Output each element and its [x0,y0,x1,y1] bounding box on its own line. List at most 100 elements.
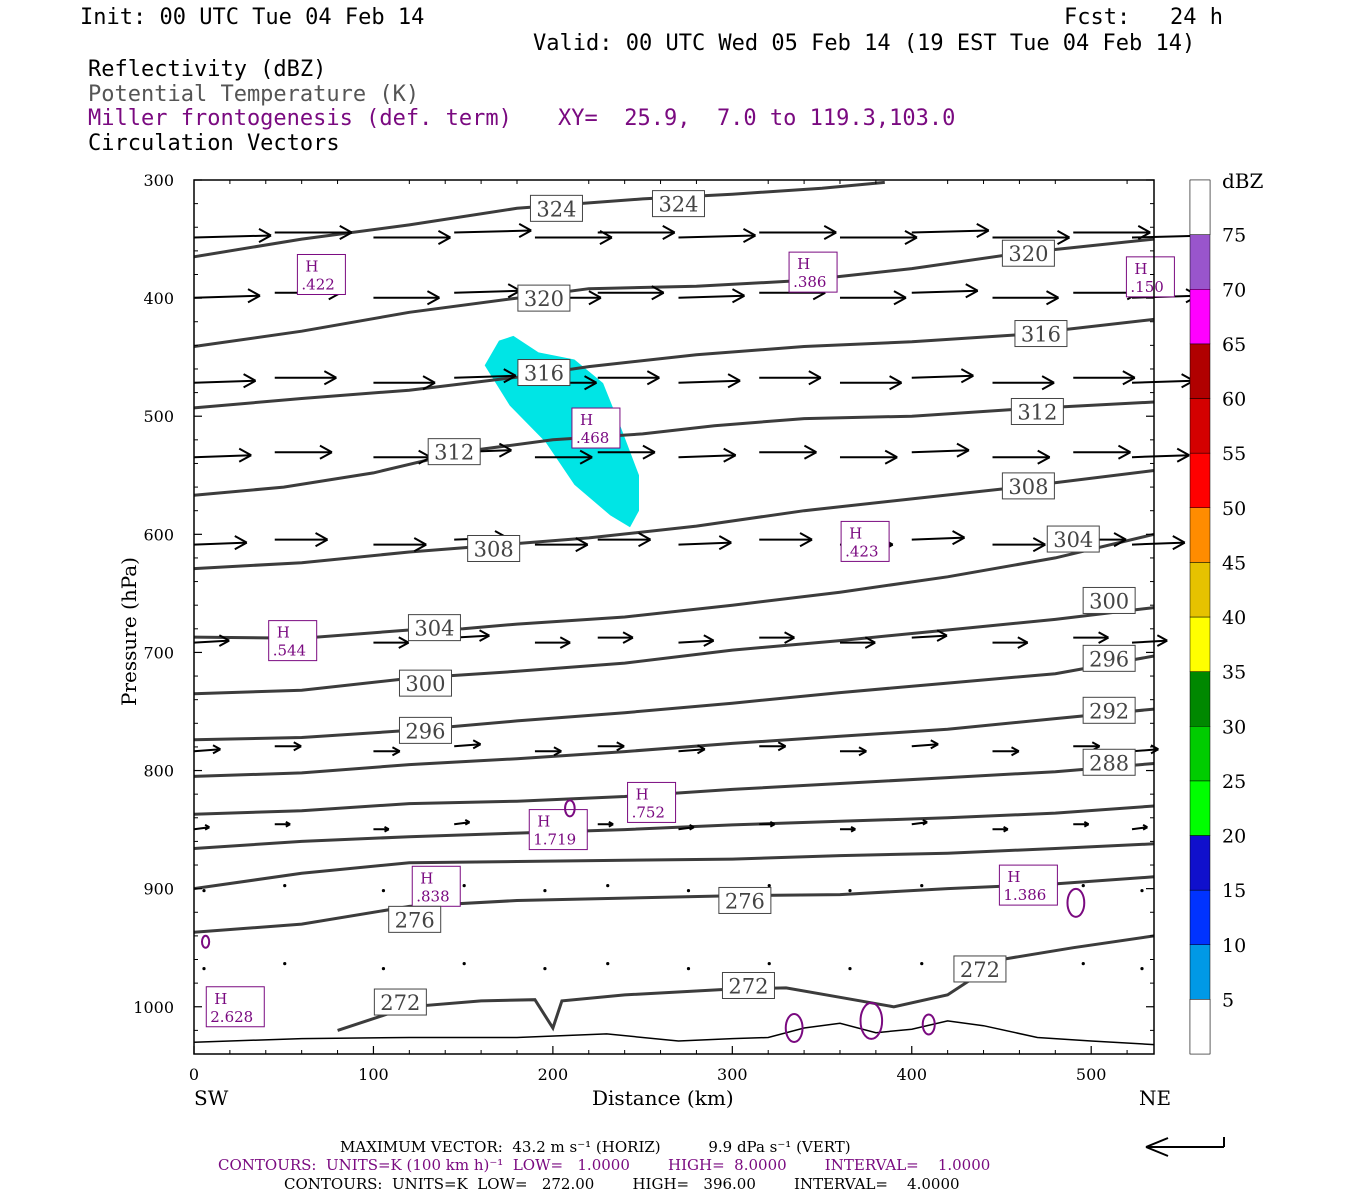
circulation-vector [678,634,715,647]
colorbar-level-label: 30 [1222,716,1246,738]
y-axis-title: Pressure (hPa) [117,557,141,706]
colorbar-level-label: 40 [1222,607,1246,629]
circulation-vector [597,285,665,301]
svg-text:320: 320 [1008,242,1048,266]
circulation-vector [686,889,691,893]
svg-text:H: H [849,524,862,542]
svg-text:H: H [305,257,318,275]
colorbar-swatch [1189,343,1211,399]
field-theta-label: Potential Temperature (K) [88,82,420,107]
frontogenesis-maximum: H.752 [627,781,677,823]
circulation-vector [606,962,610,966]
circulation-vector [759,444,817,460]
circulation-vector [848,967,852,971]
colorbar-swatch [1189,452,1211,508]
cross-section-endpoints-label: XY= 25.9, 7.0 to 119.3,103.0 [558,106,956,131]
circulation-vector [373,290,440,306]
circulation-vector [911,629,948,642]
circulation-vector [1140,967,1144,971]
circulation-vector [274,370,337,386]
circulation-vector [678,535,732,551]
svg-text:.422: .422 [301,275,334,293]
colorbar-swatch [1189,726,1211,782]
frontogenesis-maximum: H.544 [268,620,318,662]
colorbar-level-label: 20 [1222,826,1246,848]
frontogenesis-maximum: H.423 [840,520,890,562]
theta-contour-label: 324 [529,194,583,222]
x-axis-title: Distance (km) [592,1086,734,1110]
circulation-vector [193,447,252,463]
frontogenesis-layer: H.422H.386H.150H.468H.423H.544H.752H1.71… [200,251,1175,1044]
circulation-vector [454,223,532,238]
frontogenesis-contour [784,1013,804,1044]
theta-contour-label: 304 [1046,525,1100,553]
svg-text:H: H [537,813,550,831]
colorbar-level-label: 75 [1222,225,1246,247]
circulation-vector [597,225,676,240]
colorbar-swatch [1189,289,1211,345]
circulation-vector [597,370,660,386]
circulation-vector [839,290,907,306]
circulation-vector [1081,962,1085,966]
circulation-vector [839,449,898,465]
circulation-vector [839,230,918,245]
frontogenesis-contour [1066,887,1086,918]
theta-contour-304 [193,532,1155,640]
svg-text:296: 296 [1089,647,1129,671]
y-tick-label: 800 [143,762,174,781]
colorbar: 5 10 15 20 25 30 35 40 45 50 55 60 65 70 75 [1189,179,1246,1055]
circulation-vector [992,636,1029,649]
terrain-layer [193,1020,1155,1046]
svg-text:304: 304 [1053,528,1093,552]
circulation-vector [597,820,614,828]
circulation-vector [759,225,837,240]
theta-contour-label: 320 [1001,239,1055,267]
circulation-vector [454,739,482,750]
forecast-hour-label: Fcst: 24 h [1064,5,1223,30]
circulation-vector [992,825,1009,833]
svg-text:.386: .386 [793,273,826,291]
colorbar-level-label: 25 [1222,771,1246,793]
circulation-vector [678,447,737,463]
svg-text:288: 288 [1089,751,1129,775]
y-tick-label: 1000 [133,998,174,1017]
circulation-vector [1073,444,1131,460]
frontogenesis-contour-caption: CONTOURS: UNITS=K (100 km h)⁻¹ LOW= 1.00… [218,1156,991,1174]
svg-text:H: H [1007,868,1020,886]
circulation-vector [678,744,706,755]
theta-contour-280 [193,842,1155,891]
svg-text:304: 304 [414,617,454,641]
circulation-vector [1131,373,1195,389]
svg-text:272: 272 [380,991,420,1015]
circulation-vector [534,537,589,553]
circulation-vector [1073,820,1090,828]
circulation-vector [381,889,386,893]
y-tick-label: 700 [143,643,174,662]
svg-text:H: H [636,785,649,803]
circulation-vector [920,962,924,966]
svg-text:H: H [420,869,433,887]
circulation-vector [678,228,756,243]
field-vectors-label: Circulation Vectors [88,131,340,156]
right-endpoint-label: NE [1139,1086,1171,1110]
circulation-vector [992,449,1051,465]
field-frontogenesis-label: Miller frontogenesis (def. term) [88,106,512,131]
circulation-vector [373,230,451,245]
circulation-vector [274,820,291,828]
theta-contour-label: 312 [427,438,481,466]
theta-contour-label: 272 [721,971,775,999]
theta-contour-label: 276 [388,905,442,933]
theta-contour-300 [193,606,1155,696]
circulation-vector [920,884,924,888]
x-tick-label: 500 [1076,1065,1107,1084]
theta-contour-320 [193,237,1155,348]
circulation-vector [992,290,1059,306]
theta-contour-292 [193,707,1155,778]
circulation-vector [462,962,466,966]
colorbar-level-label: 55 [1222,443,1246,465]
svg-text:316: 316 [1021,323,1061,347]
theta-contour-label: 308 [467,534,521,562]
theta-contour-label: 300 [1082,586,1136,614]
circulation-vector [193,744,221,755]
